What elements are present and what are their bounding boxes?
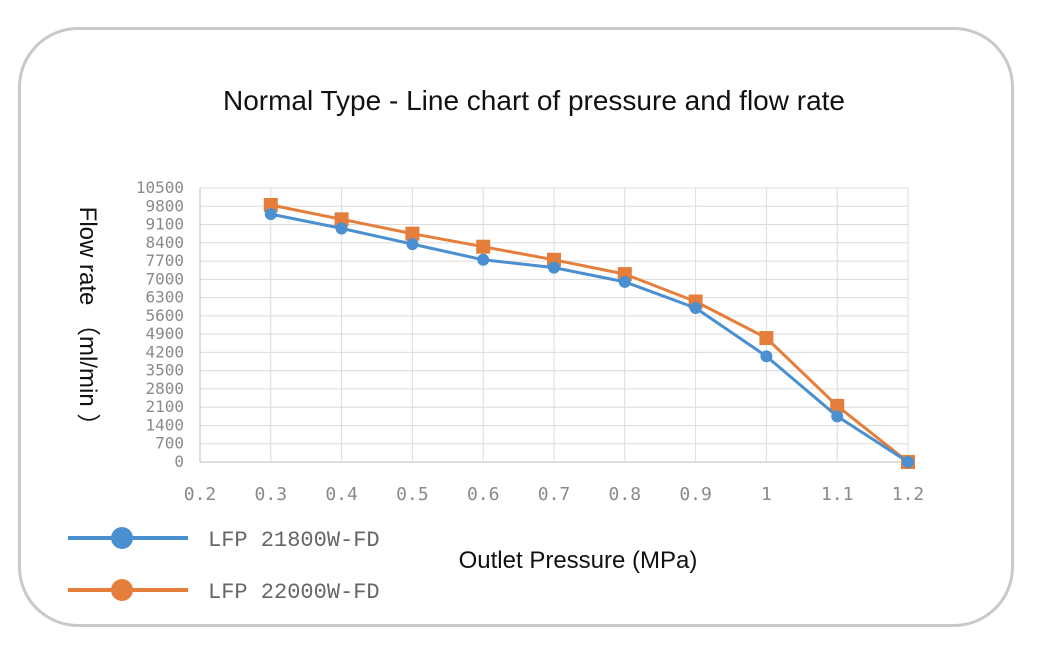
x-tick-label: 0.6 — [467, 484, 500, 505]
x-axis-ticks: 0.2 0.3 0.4 0.5 0.6 0.7 0.8 0.9 1 1.1 1.2 — [184, 484, 925, 505]
data-point — [477, 253, 490, 266]
y-tick-label: 0 — [174, 452, 184, 471]
y-tick-label: 6300 — [145, 288, 184, 307]
y-tick-label: 7000 — [145, 269, 184, 288]
grid — [199, 187, 909, 463]
y-axis-label: Flow rate （ml/min ） — [74, 207, 101, 438]
x-tick-label: 0.4 — [325, 484, 358, 505]
data-point — [548, 261, 560, 274]
data-point — [830, 398, 845, 413]
data-point — [902, 456, 914, 468]
y-tick-label: 3500 — [145, 361, 184, 380]
x-tick-label: 1 — [761, 484, 772, 505]
x-tick-label: 0.8 — [609, 484, 642, 505]
series-line — [270, 203, 909, 464]
data-point — [334, 212, 349, 227]
x-tick-label: 1.2 — [892, 484, 925, 505]
legend-label: LFP 21800W-FD — [208, 528, 380, 553]
data-point — [335, 222, 348, 235]
legend: LFP 21800W-FD LFP 22000W-FD — [68, 527, 380, 605]
data-point — [405, 226, 420, 241]
data-point — [476, 239, 491, 254]
x-axis-label: Outlet Pressure (MPa) — [459, 547, 698, 574]
data-point — [264, 208, 277, 221]
data-point — [759, 331, 774, 346]
y-tick-label: 9800 — [145, 196, 184, 215]
y-tick-label: 7700 — [145, 251, 184, 270]
x-tick-label: 0.2 — [184, 484, 217, 505]
series-lfp-21800w-fd — [264, 208, 914, 468]
y-axis-ticks: 0700140021002800350042004900560063007000… — [136, 178, 184, 471]
chart-title: Normal Type - Line chart of pressure and… — [223, 85, 845, 116]
y-tick-label: 700 — [155, 434, 184, 453]
y-tick-label: 4200 — [145, 342, 184, 361]
legend-label: LFP 22000W-FD — [208, 580, 380, 605]
legend-marker — [111, 527, 133, 549]
x-tick-label: 0.5 — [396, 484, 429, 505]
series-group — [263, 197, 915, 469]
data-point — [618, 275, 631, 288]
y-tick-label: 2100 — [145, 397, 184, 416]
y-tick-label: 9100 — [145, 215, 184, 234]
y-tick-label: 8400 — [145, 233, 184, 252]
x-tick-label: 0.9 — [679, 484, 712, 505]
x-tick-label: 1.1 — [821, 484, 854, 505]
series-line — [270, 212, 909, 464]
data-point — [263, 197, 278, 212]
data-point — [831, 410, 844, 423]
x-tick-label: 0.7 — [538, 484, 571, 505]
y-tick-label: 2800 — [145, 379, 184, 398]
y-tick-label: 5600 — [145, 306, 184, 325]
data-point — [406, 238, 419, 251]
data-point — [689, 302, 702, 315]
y-tick-label: 4900 — [145, 324, 184, 343]
chart-frame — [18, 27, 1014, 627]
x-tick-label: 0.3 — [255, 484, 288, 505]
y-tick-label: 1400 — [145, 415, 184, 434]
series-lfp-22000w-fd — [263, 197, 915, 469]
data-point — [760, 350, 773, 363]
y-tick-label: 10500 — [136, 178, 184, 197]
legend-marker — [111, 579, 133, 601]
